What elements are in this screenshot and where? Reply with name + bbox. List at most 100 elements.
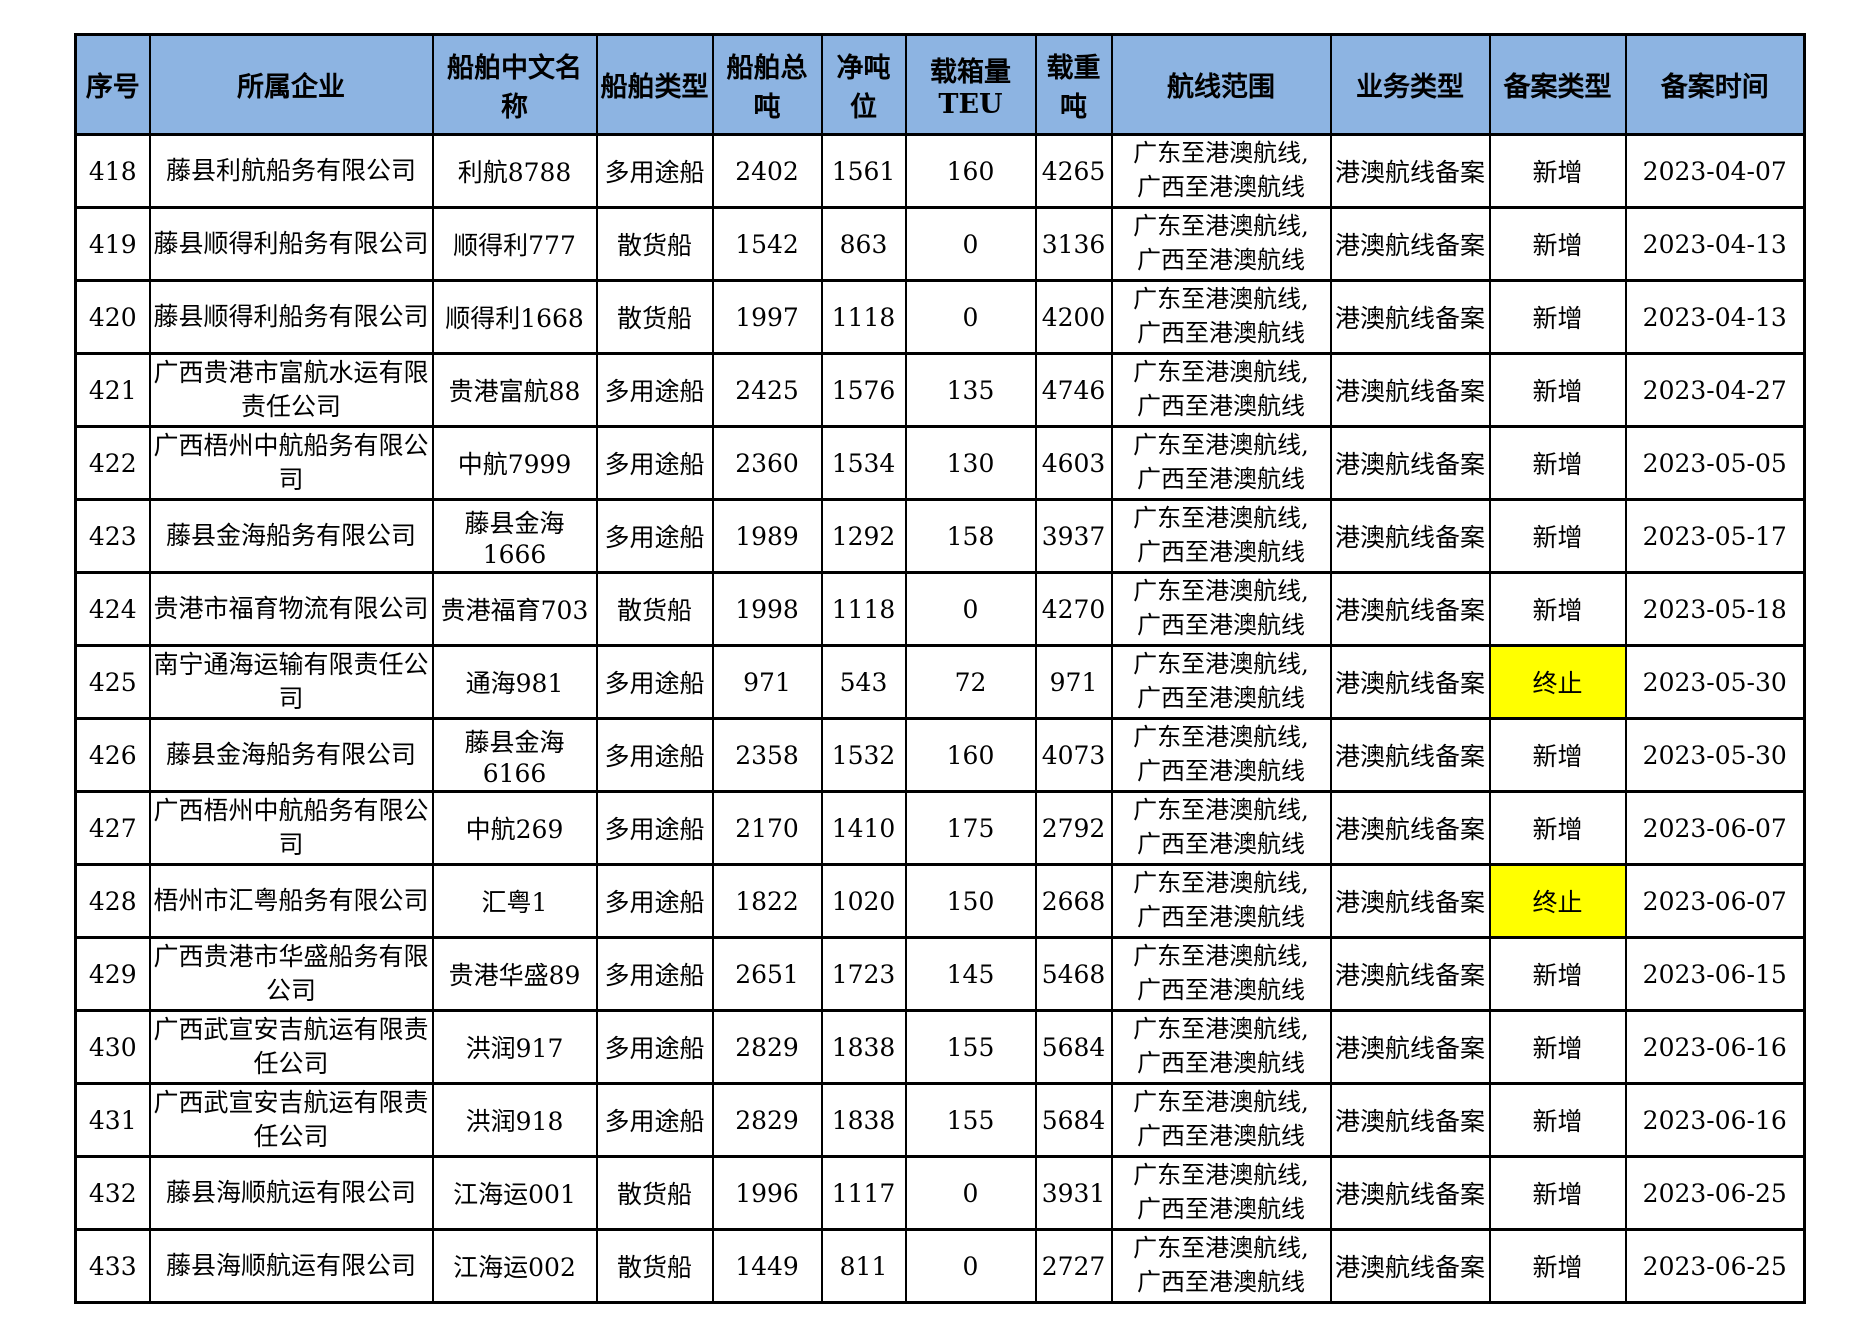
table-row: 422 广西梧州中航船务有限公司 中航7999 多用途船 2360 1534 130 4603… [74, 425, 1806, 501]
cell-net_tonnage: 1118 [820, 279, 907, 355]
column-header-ship_name: 船舶中文名称 [431, 33, 598, 136]
cell-business_type: 港澳航线备案 [1329, 206, 1491, 282]
cell-route: 广东至港澳航线, 广西至港澳航线 [1110, 425, 1332, 501]
table-row: 418 藤县利航船务有限公司 利航8788 多用途船 2402 1561 160 4265 广东… [74, 133, 1806, 209]
table-row: 425 南宁通海运输有限责任公司 通海981 多用途船 971 543 72 971 广东至港澳… [74, 644, 1806, 720]
table-body: 418 藤县利航船务有限公司 利航8788 多用途船 2402 1561 160 4265 广东… [74, 133, 1806, 1304]
cell-net_tonnage: 543 [820, 644, 907, 720]
cell-route: 广东至港澳航线, 广西至港澳航线 [1110, 1228, 1332, 1304]
column-header-company: 所属企业 [148, 33, 434, 136]
cell-net_tonnage: 1561 [820, 133, 907, 209]
cell-ship_type: 散货船 [595, 206, 714, 282]
column-header-gross_tonnage: 船舶总吨 [711, 33, 823, 136]
cell-company: 广西贵港市华盛船务有限公司 [148, 936, 434, 1012]
cell-business_type: 港澳航线备案 [1329, 717, 1491, 793]
cell-ship_type: 多用途船 [595, 936, 714, 1012]
cell-index: 420 [74, 279, 151, 355]
cell-net_tonnage: 1410 [820, 790, 907, 866]
cell-gross_tonnage: 1449 [711, 1228, 823, 1304]
cell-teu: 160 [904, 133, 1037, 209]
cell-company: 藤县海顺航运有限公司 [148, 1228, 434, 1304]
cell-route: 广东至港澳航线, 广西至港澳航线 [1110, 1009, 1332, 1085]
cell-filing_type: 新增 [1488, 425, 1627, 501]
cell-business_type: 港澳航线备案 [1329, 1155, 1491, 1231]
cell-ship_name: 中航269 [431, 790, 598, 866]
cell-company: 广西贵港市富航水运有限责任公司 [148, 352, 434, 428]
cell-filing_date: 2023-06-07 [1624, 790, 1806, 866]
cell-filing_date: 2023-06-25 [1624, 1228, 1806, 1304]
cell-index: 426 [74, 717, 151, 793]
cell-index: 431 [74, 1082, 151, 1158]
cell-ship_type: 多用途船 [595, 790, 714, 866]
cell-deadweight: 4270 [1034, 571, 1113, 647]
table-row: 423 藤县金海船务有限公司 藤县金海1666 多用途船 1989 1292 158 3937… [74, 498, 1806, 574]
cell-ship_type: 多用途船 [595, 1082, 714, 1158]
column-header-ship_type: 船舶类型 [595, 33, 714, 136]
vessel-filing-table: 序号 所属企业 船舶中文名称 船舶类型 船舶总吨 净吨位 载箱量TEU 载重吨 航线范围 业务类型… [74, 33, 1806, 1304]
cell-ship_type: 散货船 [595, 1155, 714, 1231]
cell-filing_date: 2023-06-25 [1624, 1155, 1806, 1231]
cell-company: 贵港市福育物流有限公司 [148, 571, 434, 647]
cell-deadweight: 4746 [1034, 352, 1113, 428]
table-header-row: 序号 所属企业 船舶中文名称 船舶类型 船舶总吨 净吨位 载箱量TEU 载重吨 航线范围 业务类型… [74, 33, 1806, 136]
cell-deadweight: 3931 [1034, 1155, 1113, 1231]
cell-route: 广东至港澳航线, 广西至港澳航线 [1110, 863, 1332, 939]
cell-teu: 175 [904, 790, 1037, 866]
cell-deadweight: 3937 [1034, 498, 1113, 574]
cell-deadweight: 4200 [1034, 279, 1113, 355]
column-header-filing_type: 备案类型 [1488, 33, 1627, 136]
cell-net_tonnage: 811 [820, 1228, 907, 1304]
table-row: 433 藤县海顺航运有限公司 江海运002 散货船 1449 811 0 2727 广东至港澳航… [74, 1228, 1806, 1304]
cell-filing_date: 2023-05-05 [1624, 425, 1806, 501]
cell-index: 427 [74, 790, 151, 866]
cell-route: 广东至港澳航线, 广西至港澳航线 [1110, 571, 1332, 647]
cell-filing_type: 新增 [1488, 1228, 1627, 1304]
cell-route: 广东至港澳航线, 广西至港澳航线 [1110, 936, 1332, 1012]
table-row: 426 藤县金海船务有限公司 藤县金海6166 多用途船 2358 1532 160 4073… [74, 717, 1806, 793]
cell-gross_tonnage: 1822 [711, 863, 823, 939]
cell-filing_type: 终止 [1488, 863, 1627, 939]
table-row: 432 藤县海顺航运有限公司 江海运001 散货船 1996 1117 0 3931 广东至港澳… [74, 1155, 1806, 1231]
cell-ship_name: 中航7999 [431, 425, 598, 501]
cell-ship_type: 多用途船 [595, 133, 714, 209]
cell-gross_tonnage: 971 [711, 644, 823, 720]
cell-filing_type: 新增 [1488, 498, 1627, 574]
table-row: 428 梧州市汇粤船务有限公司 汇粤1 多用途船 1822 1020 150 2668 广东至港… [74, 863, 1806, 939]
cell-company: 藤县利航船务有限公司 [148, 133, 434, 209]
cell-ship_name: 藤县金海1666 [431, 498, 598, 574]
cell-ship_name: 利航8788 [431, 133, 598, 209]
cell-ship_name: 江海运002 [431, 1228, 598, 1304]
cell-net_tonnage: 1020 [820, 863, 907, 939]
table-row: 429 广西贵港市华盛船务有限公司 贵港华盛89 多用途船 2651 1723 145 546… [74, 936, 1806, 1012]
cell-teu: 160 [904, 717, 1037, 793]
cell-company: 广西武宣安吉航运有限责任公司 [148, 1082, 434, 1158]
cell-filing_type: 新增 [1488, 133, 1627, 209]
column-header-net_tonnage: 净吨位 [820, 33, 907, 136]
table-row: 424 贵港市福育物流有限公司 贵港福育703 散货船 1998 1118 0 4270 广东至… [74, 571, 1806, 647]
cell-business_type: 港澳航线备案 [1329, 425, 1491, 501]
cell-teu: 0 [904, 1155, 1037, 1231]
cell-route: 广东至港澳航线, 广西至港澳航线 [1110, 1082, 1332, 1158]
column-header-business_type: 业务类型 [1329, 33, 1491, 136]
table-row: 420 藤县顺得利船务有限公司 顺得利1668 散货船 1997 1118 0 4200 广东至… [74, 279, 1806, 355]
cell-net_tonnage: 1723 [820, 936, 907, 1012]
cell-gross_tonnage: 1997 [711, 279, 823, 355]
column-header-teu: 载箱量TEU [904, 33, 1037, 136]
cell-business_type: 港澳航线备案 [1329, 936, 1491, 1012]
cell-deadweight: 4265 [1034, 133, 1113, 209]
cell-teu: 155 [904, 1009, 1037, 1085]
cell-filing_type: 新增 [1488, 206, 1627, 282]
cell-index: 432 [74, 1155, 151, 1231]
cell-index: 430 [74, 1009, 151, 1085]
cell-filing_date: 2023-05-17 [1624, 498, 1806, 574]
column-header-deadweight: 载重吨 [1034, 33, 1113, 136]
cell-teu: 158 [904, 498, 1037, 574]
cell-ship_type: 散货船 [595, 571, 714, 647]
cell-ship_name: 通海981 [431, 644, 598, 720]
cell-business_type: 港澳航线备案 [1329, 498, 1491, 574]
cell-index: 424 [74, 571, 151, 647]
cell-net_tonnage: 1534 [820, 425, 907, 501]
cell-net_tonnage: 1838 [820, 1009, 907, 1085]
cell-filing_date: 2023-04-27 [1624, 352, 1806, 428]
